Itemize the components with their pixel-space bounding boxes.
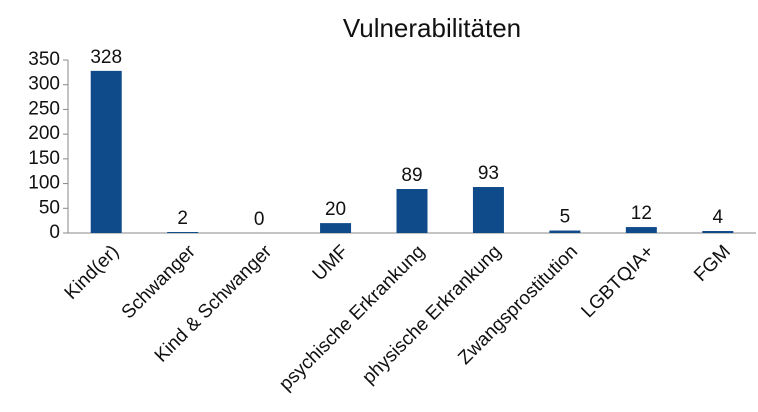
x-tick-label: FGM bbox=[690, 241, 735, 286]
chart-title: Vulnerabilitäten bbox=[343, 13, 521, 43]
y-tick-label: 350 bbox=[28, 49, 60, 70]
data-label: 89 bbox=[401, 165, 422, 186]
data-label: 328 bbox=[90, 47, 122, 68]
x-tick-label: physische Erkrankung bbox=[358, 241, 505, 388]
y-tick-label: 300 bbox=[28, 74, 60, 95]
y-tick-label: 0 bbox=[49, 222, 60, 243]
data-label: 20 bbox=[325, 199, 346, 220]
data-label: 93 bbox=[478, 163, 499, 184]
data-label: 12 bbox=[631, 203, 652, 224]
y-tick-label: 250 bbox=[28, 98, 60, 119]
y-tick-label: 150 bbox=[28, 148, 60, 169]
bar bbox=[702, 231, 734, 233]
bar bbox=[396, 189, 428, 233]
x-tick-label: Kind(er) bbox=[61, 241, 124, 304]
data-label: 2 bbox=[177, 208, 188, 229]
x-tick-label: UMF bbox=[309, 241, 353, 285]
y-tick-label: 100 bbox=[28, 173, 60, 194]
y-tick-label: 50 bbox=[39, 197, 60, 218]
data-label: 5 bbox=[560, 207, 571, 228]
bar bbox=[625, 227, 657, 233]
y-tick-label: 200 bbox=[28, 123, 60, 144]
bar bbox=[320, 223, 352, 233]
data-label: 4 bbox=[712, 207, 723, 228]
bar bbox=[167, 232, 199, 233]
x-tick-label: psychische Erkrankung bbox=[275, 241, 429, 395]
bar bbox=[472, 187, 504, 233]
x-tick-label: Schwanger bbox=[118, 241, 201, 324]
bar bbox=[549, 230, 581, 233]
data-label: 0 bbox=[254, 209, 265, 230]
x-tick-label: LGBTQIA+ bbox=[577, 241, 658, 322]
bar bbox=[90, 70, 122, 233]
